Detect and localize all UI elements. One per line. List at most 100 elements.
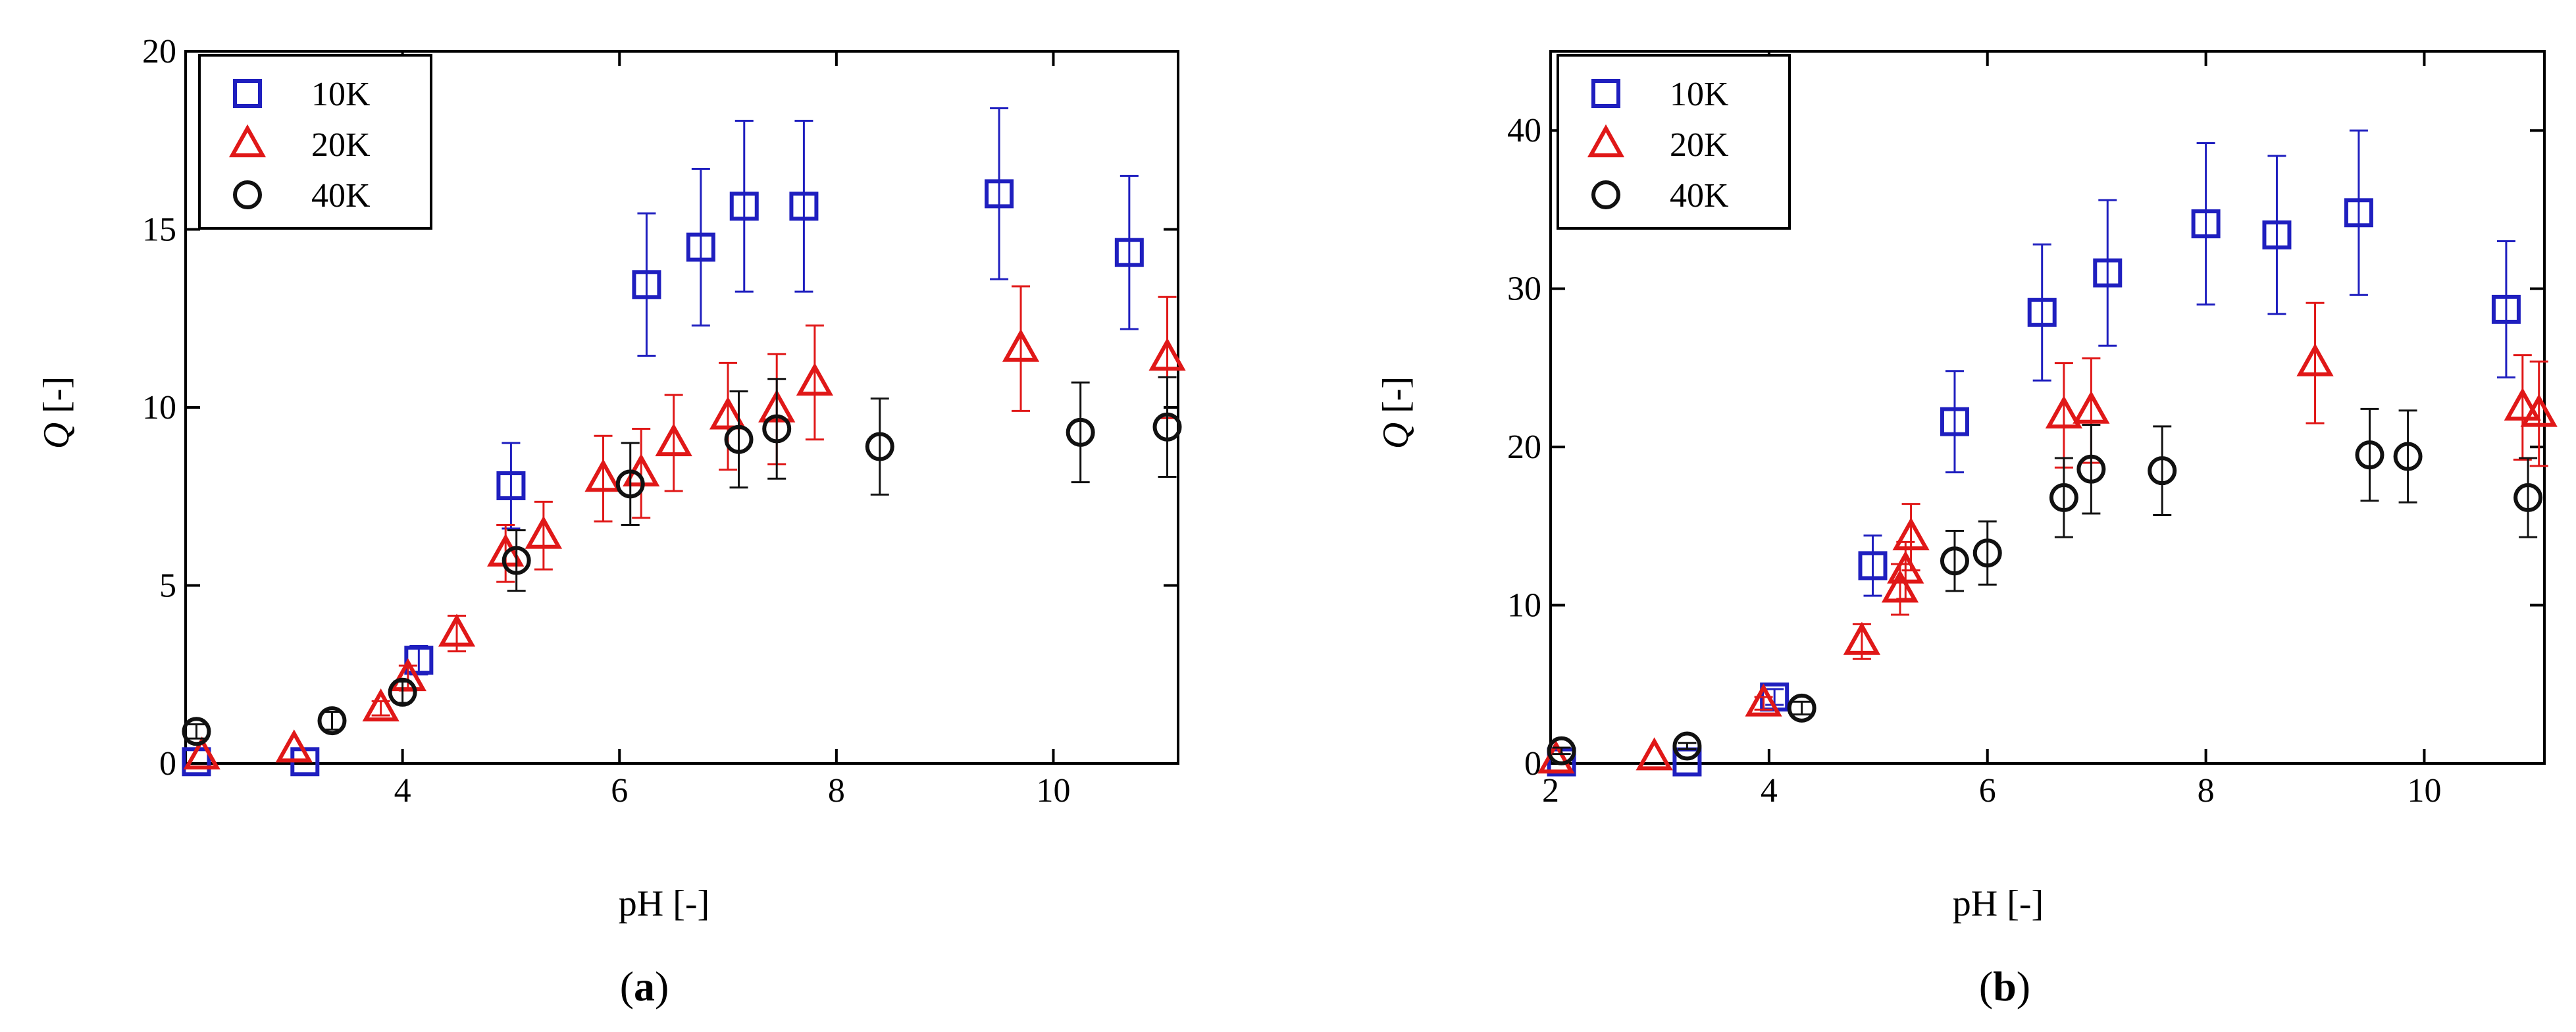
data-point-triangle (438, 613, 476, 647)
panel-label-b: (b) (1979, 963, 2030, 1010)
data-point-square (404, 646, 434, 675)
y-tick-label-a: 20 (142, 33, 176, 70)
data-point-circle (762, 414, 792, 444)
data-point-triangle (2504, 387, 2541, 421)
y-tick-label-a: 0 (159, 745, 176, 783)
data-point-triangle (2520, 394, 2558, 427)
data-point-circle (1972, 538, 2002, 568)
panel-label-a-close: ) (655, 963, 669, 1010)
data-point-square (985, 179, 1014, 209)
y-tick-label-b: 30 (1507, 271, 1541, 308)
data-point-triangle (1881, 569, 1919, 603)
data-point-triangle (1002, 328, 1040, 362)
data-point-triangle (389, 658, 426, 692)
series-20K-b (1537, 301, 2558, 774)
y-axis-symbol-a: Q (36, 423, 77, 449)
x-tick-label-b: 8 (2198, 772, 2215, 810)
legend-marker-square (1591, 79, 1620, 108)
data-point-circle (317, 706, 347, 736)
data-point-circle (1066, 417, 1095, 447)
legend-b: 10K 20K 40K (1557, 54, 1791, 230)
x-axis-title-b: pH [-] (1953, 883, 2044, 924)
legend-marker-triangle (228, 124, 267, 157)
y-tick-label-b: 10 (1507, 587, 1541, 625)
y-axis-unit-b: [-] (1376, 376, 1416, 423)
panel-label-a-letter: a (634, 963, 655, 1010)
panel-label-a: (a) (620, 963, 669, 1010)
data-point-triangle (1636, 737, 1673, 771)
data-point-triangle (1745, 683, 1782, 717)
data-point-triangle (2073, 390, 2110, 424)
x-tick-label-b: 4 (1761, 772, 1778, 810)
data-point-triangle (362, 688, 399, 722)
data-point-square (789, 192, 819, 221)
series-10K-a (182, 107, 1144, 777)
data-point-square (1858, 551, 1888, 580)
series-40K-b (1547, 407, 2543, 765)
data-point-circle (2076, 454, 2106, 484)
data-point-triangle (1537, 740, 1575, 774)
data-point-triangle (525, 515, 562, 549)
y-axis-unit-a: [-] (36, 376, 77, 423)
x-tick-label-b: 6 (1979, 772, 1996, 810)
data-point-circle (2513, 483, 2543, 513)
data-point-triangle (275, 729, 313, 763)
series-40K-a (182, 376, 1182, 746)
legend-label-10K: 10K (1670, 76, 1729, 113)
data-point-circle (1152, 412, 1182, 442)
data-point-circle (2049, 483, 2078, 513)
panel-label-b-open: ( (1979, 963, 1993, 1010)
y-axis-title-b: Q [-] (1376, 376, 1416, 449)
data-point-square (496, 471, 526, 501)
panel-label-b-letter: b (1993, 963, 2017, 1010)
chart-panel-a: 4 6 8 10 0 5 10 15 20 10K 20K 40K pH [-] Q [-] (a) (36, 33, 1186, 1010)
panel-label-a-open: ( (620, 963, 634, 1010)
panel-label-b-close: ) (2017, 963, 2030, 1010)
data-point-square (2491, 294, 2521, 324)
data-point-triangle (655, 423, 692, 457)
data-point-triangle (1887, 550, 1924, 584)
data-point-square (2027, 297, 2057, 327)
data-point-square (2344, 198, 2373, 228)
x-tick-label-a: 10 (1036, 772, 1070, 810)
series-10K-b (1547, 129, 2521, 777)
data-point-square (729, 192, 759, 221)
y-tick-label-b: 0 (1524, 745, 1541, 783)
data-point-triangle (1148, 338, 1186, 371)
data-point-square (2191, 209, 2221, 239)
data-point-triangle (2296, 343, 2334, 376)
data-point-circle (2148, 456, 2177, 486)
y-tick-label-a: 10 (142, 389, 176, 426)
data-point-circle (182, 717, 211, 746)
data-point-square (1114, 238, 1144, 267)
data-point-circle (388, 677, 417, 707)
data-point-square (2262, 220, 2292, 249)
x-tick-label-b: 2 (1542, 772, 1559, 810)
data-point-triangle (1843, 621, 1881, 655)
legend-label-20K: 20K (311, 126, 371, 164)
x-tick-label-a: 6 (611, 772, 628, 810)
data-point-triangle (1892, 517, 1930, 551)
data-point-circle (2393, 442, 2423, 471)
chart-panel-b: 2 4 6 8 10 0 10 20 30 40 10K 20K 40K pH [-] Q [-] (b… (1376, 50, 2558, 1010)
x-tick-label-b: 10 (2407, 772, 2441, 810)
data-point-triangle (709, 396, 747, 430)
plot-area-a: 4 6 8 10 0 5 10 15 20 10K 20K 40K (142, 33, 1186, 810)
data-point-circle (2355, 440, 2384, 470)
data-point-square (1940, 407, 1969, 436)
y-tick-label-a: 5 (159, 567, 176, 605)
series-20K-a (183, 285, 1186, 770)
x-tick-label-a: 4 (394, 772, 411, 810)
legend-label-40K: 40K (1670, 177, 1729, 215)
y-axis-symbol-b: Q (1376, 423, 1416, 449)
data-point-circle (1672, 731, 1702, 761)
legend-marker-circle (1591, 180, 1620, 209)
data-point-triangle (584, 459, 622, 492)
data-point-square (2093, 258, 2123, 288)
legend-label-20K: 20K (1670, 126, 1729, 164)
data-point-circle (1940, 546, 1969, 576)
legend-marker-square (233, 79, 262, 108)
data-point-triangle (796, 362, 834, 396)
x-tick-label-a: 8 (828, 772, 845, 810)
